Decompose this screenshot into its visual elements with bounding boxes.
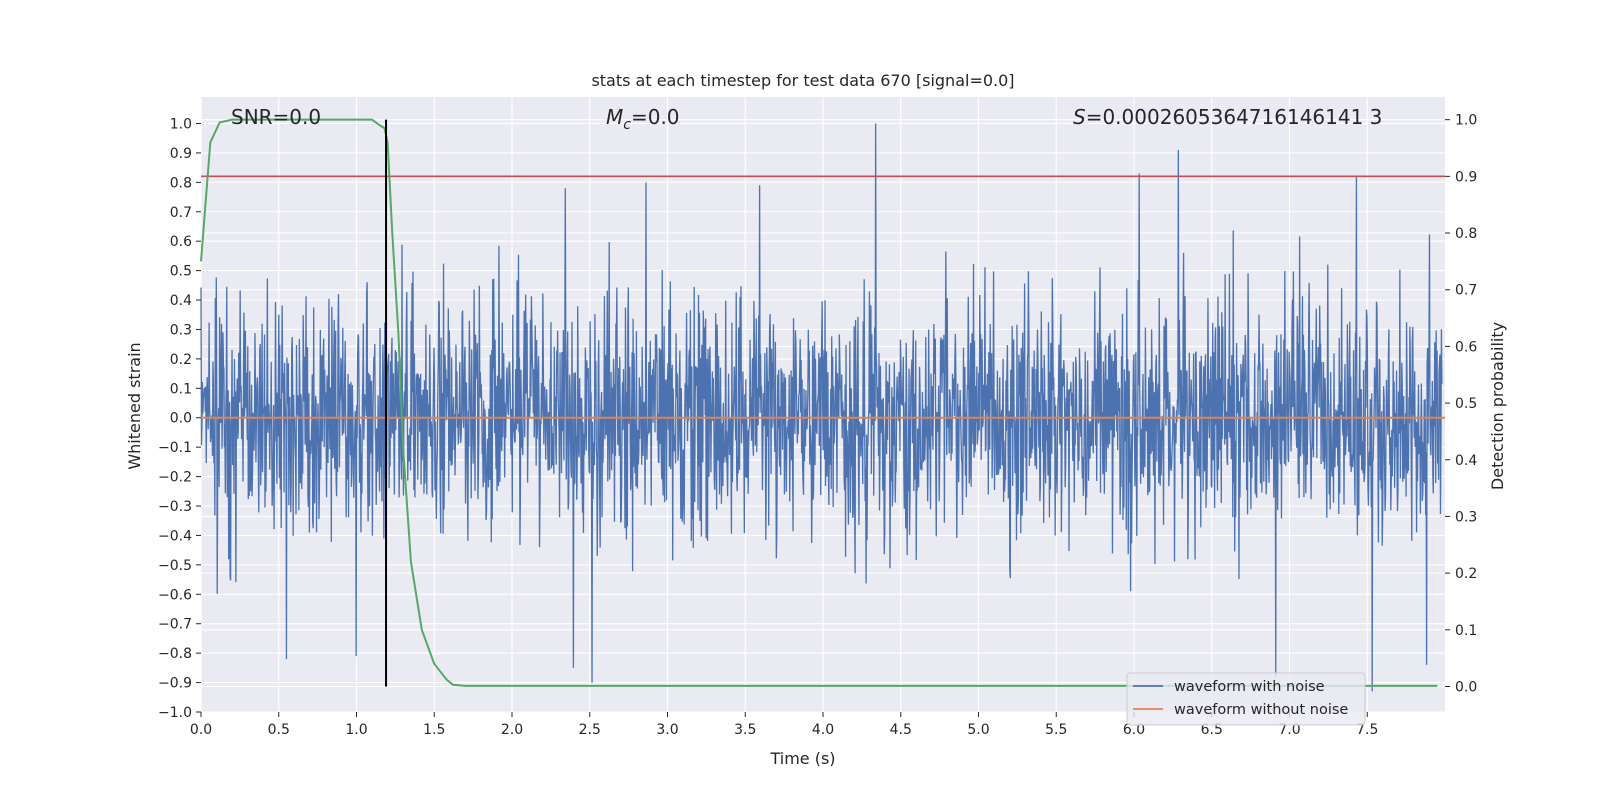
y-axis-label: Whitened strain [125,342,144,469]
y2-tick-label: 1.0 [1455,113,1477,129]
y-tick-label: 0.2 [170,352,192,368]
mc-symbol: M [606,105,623,129]
y-tick-label: −1.0 [158,705,192,721]
y-tick-label: 0.6 [170,234,192,250]
y-tick-label: −0.9 [158,676,192,692]
s-symbol: S [1073,105,1086,129]
y-tick-label: −0.8 [158,646,192,662]
x-tick-label: 7.0 [1278,722,1300,738]
x-tick-label: 5.0 [967,722,989,738]
legend-label-clean: waveform without noise [1174,702,1348,718]
y-tick-label: 0.4 [170,293,192,309]
y2-tick-label: 0.5 [1455,396,1477,412]
y-tick-label: 0.0 [170,411,192,427]
x-tick-label: 5.5 [1045,722,1067,738]
x-tick-label: 1.5 [423,722,445,738]
mc-value: =0.0 [631,105,680,129]
noise-series [200,123,1443,692]
y-tick-label: 0.8 [170,175,192,191]
line-layer [200,118,1445,687]
x-tick-label: 7.5 [1356,722,1378,738]
y-tick-label: −0.3 [158,499,192,515]
legend-box [1126,672,1366,726]
axis-layer: 0.0 0.5 1.0 1.5 2.0 2.5 3.0 3.5 4.0 4.5 5.0 5.5 6.0 6… [158,113,1477,738]
legend-label-noise: waveform with noise [1174,679,1325,695]
y2-tick-label: 0.1 [1455,623,1477,639]
snr-annotation: SNR=0.0 [231,105,321,129]
x-tick-label: 0.5 [268,722,290,738]
y2-tick-label: 0.6 [1455,339,1477,355]
x-tick-label: 0.0 [190,722,212,738]
y-tick-label: −0.5 [158,558,192,574]
y2-tick-label: 0.0 [1455,679,1477,695]
y-tick-label: 0.5 [170,264,192,280]
y-tick-label: 1.0 [170,116,192,132]
y-tick-label: 0.3 [170,322,192,338]
x-tick-label: 2.0 [501,722,523,738]
mc-annotation: Mc=0.0 [606,105,680,133]
s-value: =0.0002605364716146141 3 [1086,105,1383,129]
y2-tick-label: 0.7 [1455,283,1477,299]
y-tick-label: −0.6 [158,587,192,603]
y2-tick-label: 0.2 [1455,566,1477,582]
detection-probability-line [200,118,1438,687]
x-tick-label: 2.5 [579,722,601,738]
y-tick-label: −0.7 [158,617,192,633]
y-tick-label: 0.1 [170,381,192,397]
y-tick-label: −0.1 [158,440,192,456]
y-tick-label: −0.4 [158,528,192,544]
y2-axis-label: Detection probability [1488,322,1507,490]
x-tick-label: 3.5 [734,722,756,738]
s-annotation: S=0.0002605364716146141 3 [1073,105,1382,129]
y-tick-label: −0.2 [158,470,192,486]
y-tick-label: 0.9 [170,146,192,162]
x-tick-label: 3.0 [656,722,678,738]
y2-tick-label: 0.3 [1455,509,1477,525]
x-tick-label: 1.0 [345,722,367,738]
y2-tick-label: 0.8 [1455,226,1477,242]
x-tick-label: 4.0 [812,722,834,738]
x-tick-label: 4.5 [890,722,912,738]
mc-subscript: c [623,117,631,133]
y2-tick-label: 0.4 [1455,453,1477,469]
y2-tick-label: 0.9 [1455,169,1477,185]
legend: waveform with noise waveform without noi… [1126,672,1366,726]
chart-title: stats at each timestep for test data 670… [591,71,1014,90]
y-tick-label: 0.7 [170,205,192,221]
x-tick-label: 6.0 [1123,722,1145,738]
waveform-with-noise-line [200,123,1443,692]
x-tick-label: 6.5 [1201,722,1223,738]
x-axis-label: Time (s) [769,749,835,768]
